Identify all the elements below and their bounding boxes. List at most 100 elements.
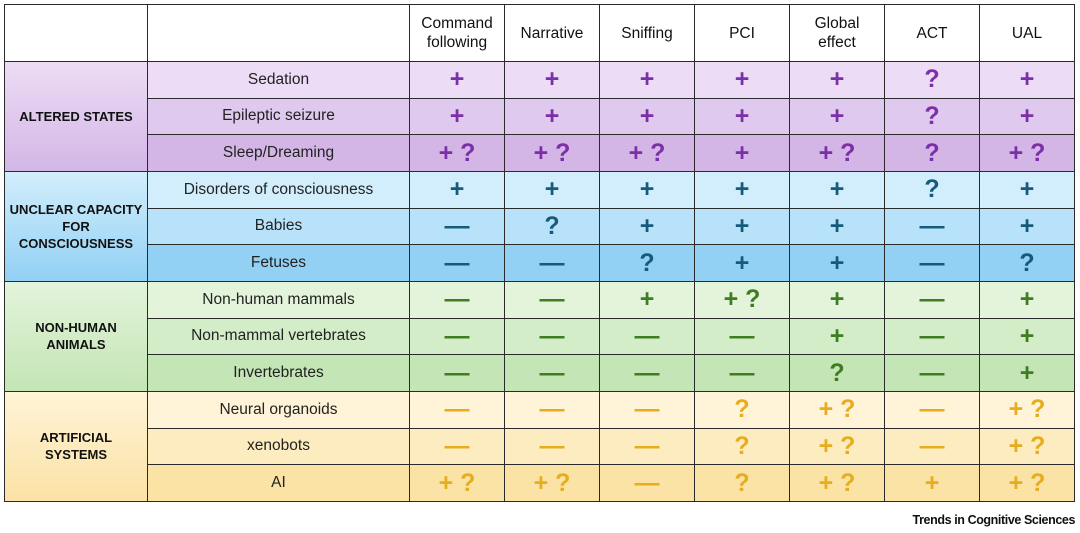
rating-cell: + — [505, 62, 600, 99]
rating-cell: — — [695, 355, 790, 392]
rating-cell: + — [790, 245, 885, 282]
rating-cell: ? — [885, 171, 980, 209]
row-label: Fetuses — [148, 245, 410, 282]
rating-cell: + ? — [410, 465, 505, 502]
rating-cell: — — [505, 281, 600, 319]
rating-cell: + — [695, 208, 790, 246]
rating-cell: + — [790, 62, 885, 99]
rating-cell: — — [505, 391, 600, 429]
column-header — [148, 4, 410, 62]
rating-cell: + — [980, 171, 1075, 209]
rating-cell: + — [980, 208, 1075, 246]
column-header — [4, 4, 148, 62]
rating-cell: + — [600, 62, 695, 99]
column-header: Global effect — [790, 4, 885, 62]
rating-cell: + ? — [600, 135, 695, 172]
rating-cell: ? — [695, 428, 790, 466]
rating-cell: + — [980, 318, 1075, 356]
rating-cell: + — [980, 281, 1075, 319]
rating-cell: — — [600, 391, 695, 429]
rating-cell: + ? — [505, 465, 600, 502]
rating-cell: + — [410, 62, 505, 99]
rating-cell: — — [505, 245, 600, 282]
rating-cell: — — [695, 318, 790, 356]
rating-cell: + — [600, 281, 695, 319]
row-label: xenobots — [148, 428, 410, 466]
rating-cell: — — [885, 208, 980, 246]
rating-cell: ? — [695, 391, 790, 429]
rating-cell: ? — [600, 245, 695, 282]
rating-cell: + — [790, 208, 885, 246]
rating-cell: — — [505, 428, 600, 466]
rating-cell: — — [885, 245, 980, 282]
row-label: AI — [148, 465, 410, 502]
rating-cell: + — [885, 465, 980, 502]
rating-cell: + ? — [505, 135, 600, 172]
rating-cell: + — [410, 171, 505, 209]
rating-cell: + — [695, 62, 790, 99]
rating-cell: — — [410, 318, 505, 356]
rating-cell: — — [600, 428, 695, 466]
rating-cell: — — [410, 391, 505, 429]
rating-cell: + — [600, 171, 695, 209]
rating-cell: — — [410, 428, 505, 466]
rating-cell: — — [410, 281, 505, 319]
rating-cell: + ? — [790, 135, 885, 172]
rating-cell: — — [600, 318, 695, 356]
row-label: Invertebrates — [148, 355, 410, 392]
rating-cell: ? — [695, 465, 790, 502]
rating-cell: ? — [505, 208, 600, 246]
rating-cell: + — [505, 171, 600, 209]
rating-cell: + ? — [695, 281, 790, 319]
rating-cell: — — [885, 428, 980, 466]
rating-cell: ? — [885, 98, 980, 136]
group-label: ALTERED STATES — [4, 62, 148, 172]
rating-cell: — — [885, 318, 980, 356]
column-header: UAL — [980, 4, 1075, 62]
journal-credit: Trends in Cognitive Sciences — [912, 513, 1076, 527]
group-label: ARTIFICIAL SYSTEMS — [4, 391, 148, 502]
column-header: Sniffing — [600, 4, 695, 62]
rating-cell: + — [980, 98, 1075, 136]
rating-cell: + ? — [980, 428, 1075, 466]
row-label: Sleep/Dreaming — [148, 135, 410, 172]
rating-cell: + — [695, 245, 790, 282]
column-header: ACT — [885, 4, 980, 62]
rating-cell: ? — [885, 135, 980, 172]
row-label: Non-human mammals — [148, 281, 410, 319]
rating-cell: — — [600, 355, 695, 392]
rating-cell: + — [695, 98, 790, 136]
rating-cell: + ? — [790, 428, 885, 466]
rating-cell: — — [885, 355, 980, 392]
rating-cell: — — [885, 281, 980, 319]
consciousness-tests-table: Command following Narrative Sniffing PCI Glo… — [4, 4, 1075, 502]
rating-cell: + — [790, 318, 885, 356]
rating-cell: + — [600, 98, 695, 136]
rating-cell: — — [410, 245, 505, 282]
rating-cell: — — [410, 208, 505, 246]
rating-cell: ? — [885, 62, 980, 99]
rating-cell: + — [790, 98, 885, 136]
row-label: Sedation — [148, 62, 410, 99]
column-header: Command following — [410, 4, 505, 62]
rating-cell: + ? — [790, 391, 885, 429]
rating-cell: + — [790, 281, 885, 319]
rating-cell: + ? — [980, 465, 1075, 502]
rating-cell: + — [790, 171, 885, 209]
rating-cell: + ? — [980, 135, 1075, 172]
row-label: Disorders of consciousness — [148, 171, 410, 209]
group-label: UNCLEAR CAPACITY FOR CONSCIOUSNESS — [4, 171, 148, 282]
rating-cell: ? — [790, 355, 885, 392]
column-header: Narrative — [505, 4, 600, 62]
rating-cell: — — [600, 465, 695, 502]
rating-cell: + — [980, 355, 1075, 392]
rating-cell: + — [980, 62, 1075, 99]
column-header: PCI — [695, 4, 790, 62]
rating-cell: + — [600, 208, 695, 246]
rating-cell: + ? — [410, 135, 505, 172]
rating-cell: — — [505, 355, 600, 392]
rating-cell: + — [695, 135, 790, 172]
rating-cell: + — [410, 98, 505, 136]
rating-cell: + ? — [790, 465, 885, 502]
rating-cell: — — [410, 355, 505, 392]
